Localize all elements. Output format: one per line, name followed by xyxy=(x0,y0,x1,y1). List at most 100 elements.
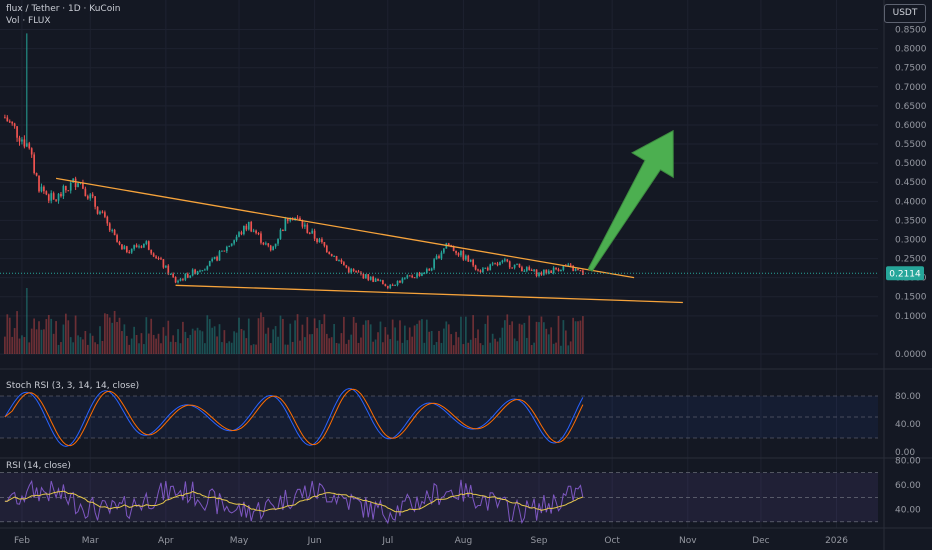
candle-body xyxy=(233,240,235,244)
candle-body xyxy=(147,241,150,250)
volume-bar xyxy=(21,335,23,354)
bullish-arrow-shape xyxy=(587,129,674,272)
grid-lines xyxy=(0,0,878,528)
volume-bar xyxy=(16,311,18,354)
volume-bar xyxy=(89,333,92,354)
volume-bar xyxy=(33,318,35,354)
candle-body xyxy=(579,270,582,272)
volume-bar xyxy=(116,321,118,354)
candle-body xyxy=(489,264,492,271)
candle-body xyxy=(189,275,192,278)
volume-bar xyxy=(179,343,182,354)
y-tick-label: 0.0000 xyxy=(895,350,927,360)
candle-body xyxy=(274,243,277,247)
candle-body xyxy=(582,270,584,275)
volume-bar xyxy=(577,321,579,354)
candle-body xyxy=(64,186,67,191)
volume-bar xyxy=(413,325,416,354)
volume-bar xyxy=(386,334,389,354)
candle-body xyxy=(279,229,282,239)
candle-body xyxy=(538,272,540,277)
candle-body xyxy=(67,190,70,192)
volume-bar xyxy=(462,344,465,354)
volume-bar xyxy=(447,324,450,354)
volume-bar xyxy=(574,321,577,354)
candle-body xyxy=(25,143,28,147)
volume-bar xyxy=(491,333,494,354)
volume-bar xyxy=(389,339,392,354)
volume-bar xyxy=(506,314,509,354)
candle-body xyxy=(128,252,131,254)
candle-body xyxy=(223,250,226,252)
candle-body xyxy=(333,256,335,258)
candle-body xyxy=(184,273,187,280)
candle-body xyxy=(545,269,548,274)
candle-body xyxy=(362,273,365,279)
x-tick-label: Dec xyxy=(752,536,769,546)
candle-body xyxy=(8,121,11,123)
volume-bar xyxy=(94,342,96,354)
volume-bar xyxy=(160,343,162,354)
candle-body xyxy=(528,267,531,270)
candle-body xyxy=(152,253,155,257)
candle-body xyxy=(160,258,162,260)
volume-bar xyxy=(140,333,143,354)
time-axis[interactable]: Feb Mar Apr May Jun Jul Aug Sep Oct Nov Dec 2026 xyxy=(14,536,848,546)
volume-bar xyxy=(362,324,365,354)
candle-body xyxy=(340,259,343,263)
candle-body xyxy=(57,193,60,201)
volume-bar xyxy=(555,342,557,354)
rsi-tick-label: 80.00 xyxy=(895,456,921,466)
candle-body xyxy=(511,267,514,269)
candle-body xyxy=(562,265,565,270)
volume-bar xyxy=(240,328,243,354)
y-tick-label: 0.7000 xyxy=(895,83,927,93)
volume-legend[interactable]: Vol · FLUX xyxy=(6,16,51,26)
volume-bar xyxy=(496,341,499,354)
price-axis[interactable]: 0.8500 0.8000 0.7500 0.7000 0.6500 0.6000 0.55… xyxy=(895,26,927,516)
candle-body xyxy=(11,121,14,124)
volume-bar xyxy=(489,342,492,354)
volume-bar xyxy=(106,314,109,354)
candle-body xyxy=(199,270,201,272)
volume-bar xyxy=(199,330,201,354)
volume-bar xyxy=(218,324,221,354)
stoch-tick-label: 0.00 xyxy=(895,448,915,458)
candle-body xyxy=(552,267,555,274)
volume-bar xyxy=(172,335,175,354)
candle-body xyxy=(464,255,467,260)
candle-body xyxy=(89,194,92,199)
candle-body xyxy=(555,267,557,270)
candle-body xyxy=(206,266,209,270)
volume-bar xyxy=(469,339,472,354)
volume-bar xyxy=(533,342,535,354)
candle-body xyxy=(13,123,16,127)
volume-bar xyxy=(284,344,287,354)
candle-body xyxy=(438,256,440,259)
candle-body xyxy=(330,254,333,257)
volume-bar xyxy=(516,341,518,354)
volume-bar xyxy=(238,317,240,354)
symbol-title[interactable]: flux / Tether · 1D · KuCoin xyxy=(6,4,121,14)
volume-bar xyxy=(304,337,306,354)
trendline-support xyxy=(175,284,683,304)
volume-bar xyxy=(52,333,55,354)
y-tick-label: 0.1000 xyxy=(895,312,927,322)
candle-body xyxy=(304,224,306,227)
candle-body xyxy=(328,252,331,255)
volume-bar xyxy=(425,319,428,354)
volume-bar xyxy=(411,336,414,354)
candle-body xyxy=(350,269,353,273)
candle-body xyxy=(494,263,496,265)
volume-bar xyxy=(569,341,572,354)
candle-body xyxy=(535,269,538,277)
currency-button[interactable]: USDT xyxy=(884,4,926,23)
candle-body xyxy=(157,258,160,260)
volume-bar xyxy=(108,317,111,354)
candle-body xyxy=(557,269,560,272)
candle-body xyxy=(106,216,109,224)
volume-bar xyxy=(484,323,487,354)
candle-body xyxy=(50,193,53,201)
volume-bar xyxy=(333,324,335,354)
